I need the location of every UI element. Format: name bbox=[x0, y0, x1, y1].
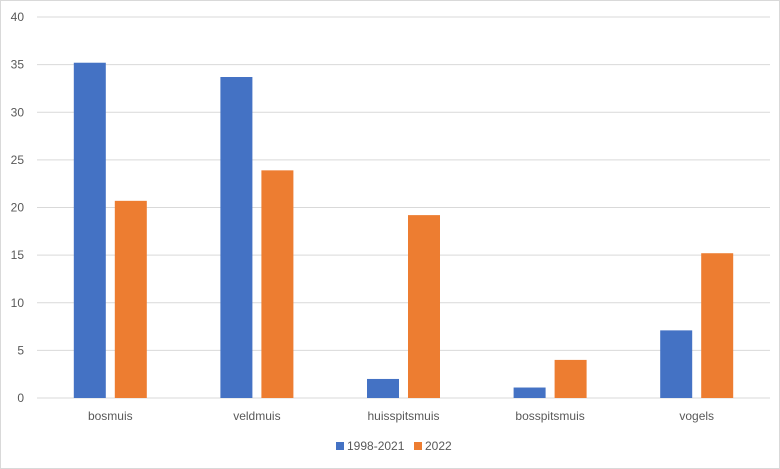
y-tick-label: 40 bbox=[11, 10, 25, 24]
bar-veldmuis-2022 bbox=[261, 170, 294, 398]
legend: 1998-2021 2022 bbox=[336, 439, 452, 453]
x-axis-ticks: bosmuis veldmuis huisspitsmuis bosspitsmuis… bbox=[88, 409, 714, 423]
y-tick-label: 35 bbox=[11, 58, 25, 72]
y-axis-ticks: 0 5 10 15 20 25 30 35 40 bbox=[11, 10, 25, 405]
y-tick-label: 25 bbox=[11, 153, 25, 167]
x-tick-label: bosmuis bbox=[88, 409, 133, 423]
x-tick-label: bosspitsmuis bbox=[515, 409, 584, 423]
x-tick-label: huisspitsmuis bbox=[367, 409, 439, 423]
bars bbox=[73, 62, 734, 398]
bar-veldmuis-1998-2021 bbox=[220, 77, 253, 398]
y-tick-label: 5 bbox=[17, 343, 24, 357]
gridlines bbox=[37, 16, 770, 399]
bar-vogels-1998-2021 bbox=[660, 330, 693, 398]
bar-vogels-2022 bbox=[701, 253, 734, 398]
bar-bosmuis-1998-2021 bbox=[73, 62, 106, 398]
y-tick-label: 20 bbox=[11, 201, 25, 215]
bar-huisspitsmuis-1998-2021 bbox=[367, 378, 399, 398]
legend-label: 1998-2021 bbox=[347, 439, 405, 453]
bar-bosmuis-2022 bbox=[114, 200, 147, 398]
x-tick-label: vogels bbox=[679, 409, 714, 423]
y-tick-label: 15 bbox=[11, 248, 25, 262]
legend-swatch bbox=[336, 442, 344, 450]
legend-label: 2022 bbox=[425, 439, 452, 453]
legend-swatch bbox=[414, 442, 422, 450]
y-tick-label: 30 bbox=[11, 105, 25, 119]
x-tick-label: veldmuis bbox=[233, 409, 280, 423]
bar-bosspitsmuis-2022 bbox=[554, 359, 587, 398]
bar-huisspitsmuis-2022 bbox=[408, 215, 440, 398]
y-tick-label: 0 bbox=[17, 391, 24, 405]
bar-bosspitsmuis-1998-2021 bbox=[513, 387, 546, 398]
y-tick-label: 10 bbox=[11, 296, 25, 310]
